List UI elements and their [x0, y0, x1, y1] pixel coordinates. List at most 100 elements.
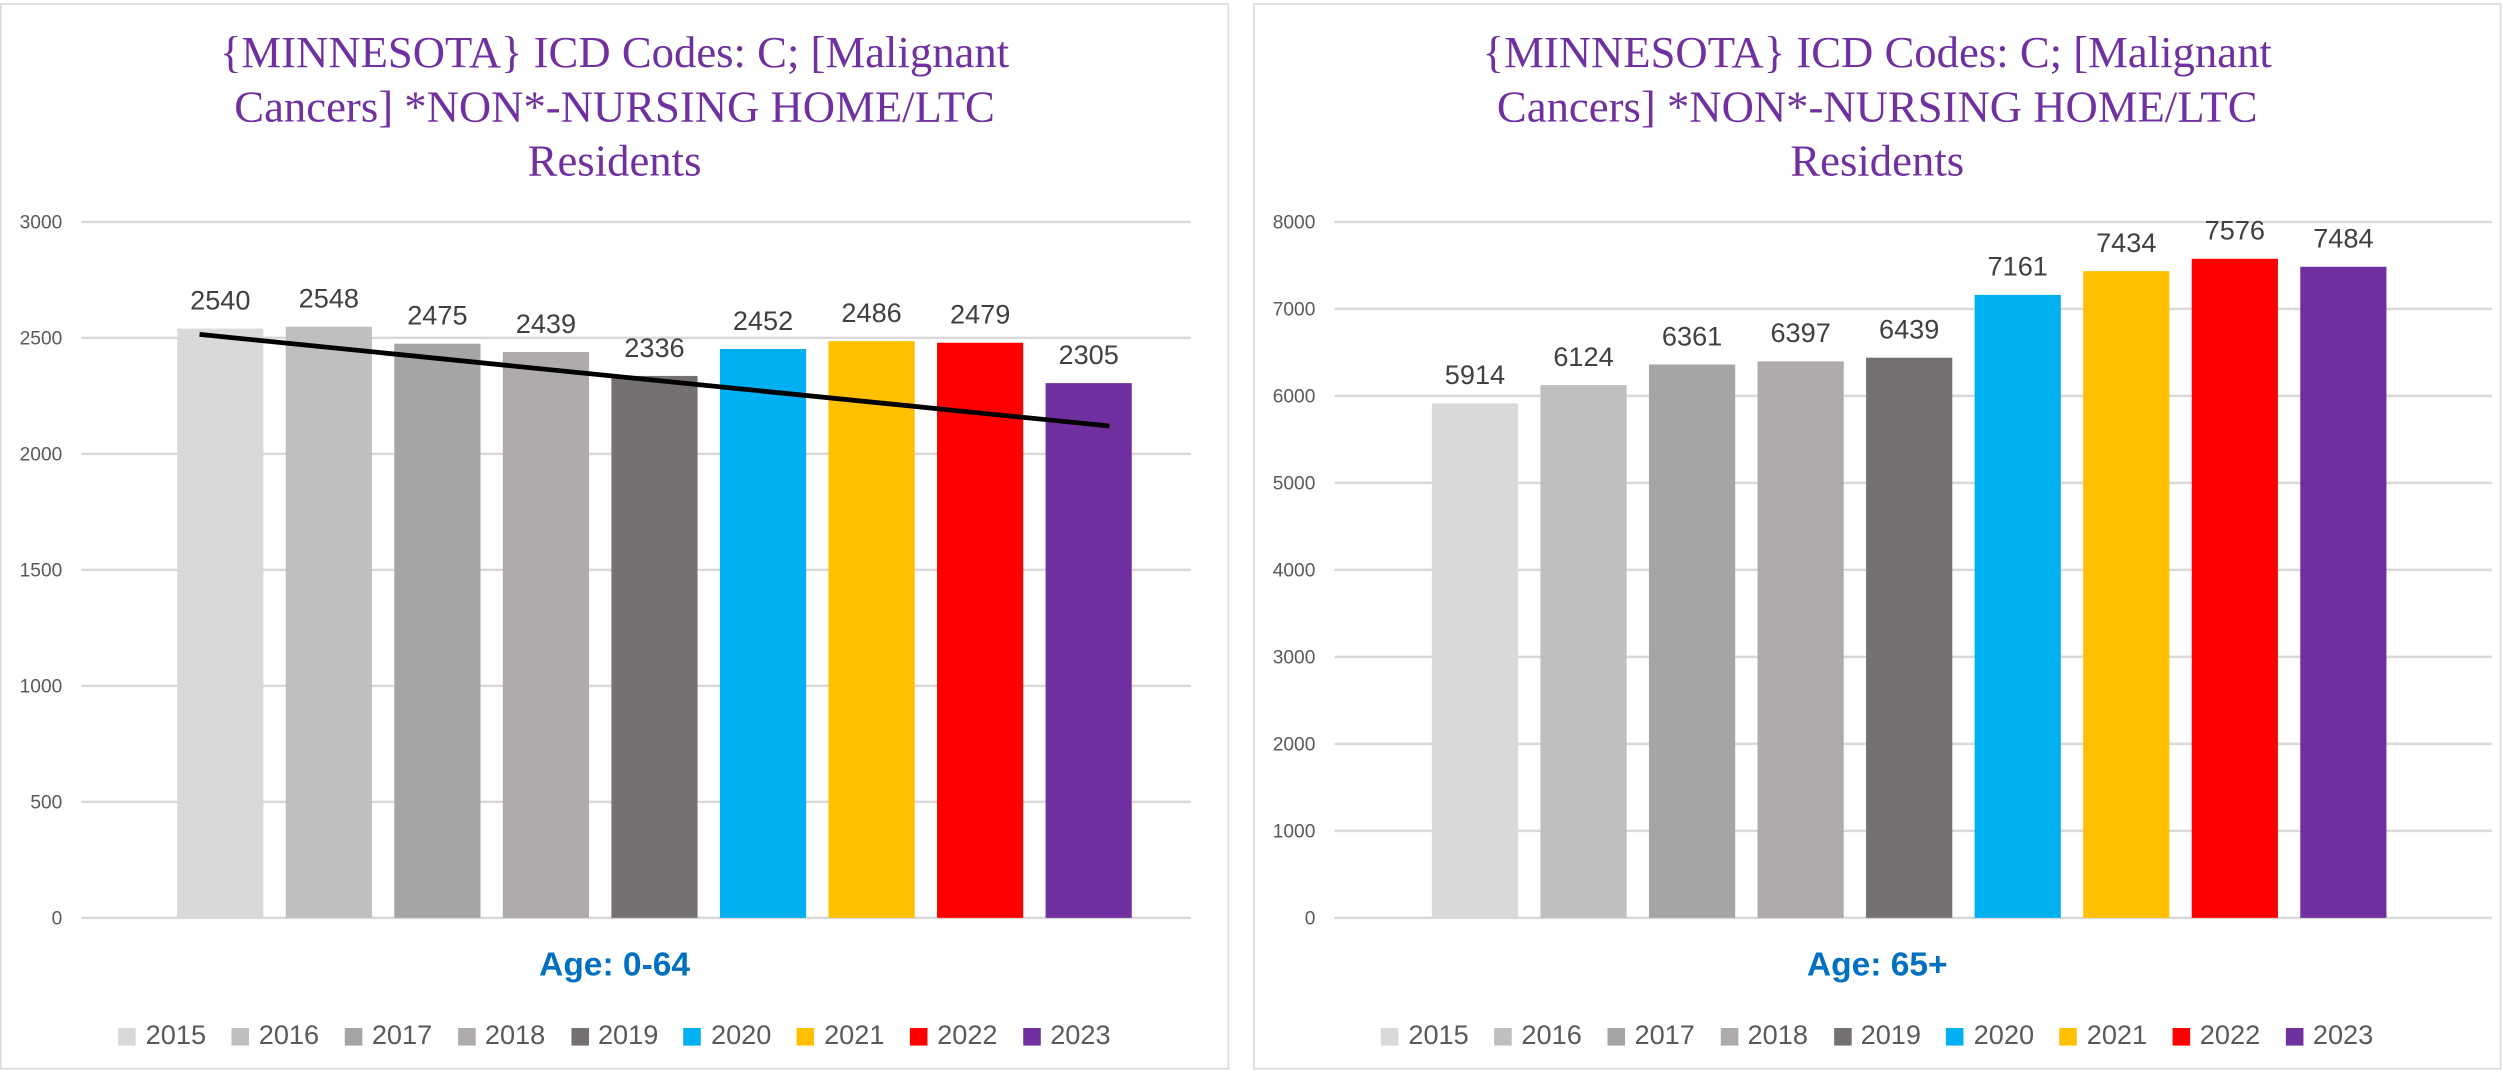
- y-tick-label: 2000: [1273, 734, 1316, 755]
- bar-2023: [2300, 266, 2387, 918]
- data-label: 6397: [1770, 317, 1830, 348]
- data-label: 7484: [2313, 223, 2373, 254]
- legend-swatch: [1381, 1027, 1399, 1045]
- plot-area: 0 500 1000 1500 2000 2500 3000 2540 2548 2475 2439…: [20, 212, 1191, 929]
- bar-2023: [1045, 383, 1132, 918]
- y-tick-label: 3000: [20, 212, 63, 233]
- legend-swatch: [2172, 1027, 2191, 1045]
- data-label: 2305: [1059, 339, 1119, 370]
- bar-2019: [1866, 357, 1953, 918]
- legend-item-2016: 2016: [1494, 1020, 1582, 1052]
- data-label: 2439: [516, 308, 576, 339]
- legend-label: 2020: [1973, 1020, 2035, 1051]
- legend-label: 2021: [824, 1020, 885, 1051]
- bar-2021: [2083, 271, 2170, 918]
- trendline: [199, 332, 1110, 429]
- chart-age-65-plus: {MINNESOTA} ICD Codes: C; [Malignant Can…: [1253, 3, 2502, 1070]
- legend-swatch: [231, 1027, 250, 1045]
- legend-swatch: [118, 1027, 137, 1045]
- legend-swatch: [1494, 1027, 1512, 1045]
- legend-label: 2015: [1408, 1020, 1469, 1051]
- bar-2017: [394, 343, 481, 918]
- data-label: 2486: [841, 297, 901, 328]
- bar-2021: [828, 341, 915, 918]
- bar-2022: [937, 342, 1024, 918]
- legend-label: 2019: [1860, 1020, 1921, 1051]
- data-label: 2540: [190, 284, 250, 315]
- legend-item-2022: 2022: [909, 1020, 998, 1052]
- y-tick-label: 5000: [1273, 473, 1316, 494]
- legend-label: 2023: [1050, 1020, 1111, 1051]
- y-tick-label: 0: [1305, 908, 1316, 929]
- legend-swatch: [570, 1027, 589, 1045]
- bar-2018: [502, 352, 590, 918]
- title-line: Residents: [527, 137, 702, 187]
- legend-swatch: [1833, 1027, 1852, 1045]
- legend-swatch: [796, 1027, 815, 1045]
- legend-item-2020: 2020: [683, 1020, 772, 1052]
- title-line: {MINNESOTA} ICD Codes: C; [Malignant: [1482, 28, 2272, 79]
- chart-age-0-64: {MINNESOTA} ICD Codes: C; [Malignant Can…: [0, 3, 1230, 1070]
- y-tick-label: 1000: [20, 676, 63, 697]
- legend: 2015 2016 2017 2018 2019 2020 2021 2022 2023: [2, 1020, 1228, 1052]
- data-label: 2475: [407, 300, 467, 331]
- legend-label: 2022: [937, 1020, 998, 1051]
- title-line: Cancers] *NON*-NURSING HOME/LTC: [1496, 83, 2258, 133]
- legend-label: 2020: [711, 1020, 772, 1051]
- legend-swatch: [1720, 1027, 1738, 1045]
- legend-label: 2017: [1634, 1020, 1695, 1051]
- legend-item-2015: 2015: [1381, 1020, 1469, 1052]
- legend-item-2023: 2023: [2285, 1020, 2373, 1052]
- legend-label: 2015: [145, 1020, 207, 1051]
- data-label: 6439: [1879, 314, 1939, 345]
- legend-item-2021: 2021: [2059, 1020, 2148, 1052]
- legend-item-2019: 2019: [570, 1020, 659, 1052]
- legend-swatch: [2059, 1027, 2078, 1045]
- data-label: 7161: [1988, 251, 2048, 282]
- legend-label: 2016: [258, 1020, 320, 1051]
- legend-label: 2019: [597, 1020, 659, 1051]
- plot-area: 0 1000 2000 3000 4000 5000 6000 7000 8000 5914 612…: [1273, 212, 2492, 929]
- y-tick-label: 8000: [1273, 212, 1316, 233]
- y-tick-label: 2500: [20, 328, 63, 349]
- y-tick-label: 2000: [20, 444, 63, 465]
- bar-2019: [611, 375, 698, 918]
- legend-item-2021: 2021: [796, 1020, 885, 1052]
- legend-item-2017: 2017: [1607, 1020, 1695, 1052]
- legend-item-2023: 2023: [1023, 1020, 1111, 1052]
- data-label: 2336: [624, 332, 684, 363]
- title-line: Residents: [1790, 137, 1965, 187]
- chart-title: {MINNESOTA} ICD Codes: C; [Malignant Can…: [2, 27, 1228, 190]
- data-label: 6361: [1662, 320, 1722, 351]
- title-line: {MINNESOTA} ICD Codes: C; [Malignant: [219, 28, 1010, 79]
- y-tick-label: 7000: [1273, 299, 1316, 320]
- legend-swatch: [1946, 1027, 1965, 1045]
- bar-2018: [1757, 361, 1844, 918]
- y-tick-label: 4000: [1273, 560, 1316, 581]
- bar-2020: [719, 349, 807, 918]
- title-line: Cancers] *NON*-NURSING HOME/LTC: [234, 83, 995, 133]
- y-tick-label: 0: [52, 908, 63, 929]
- legend-swatch: [457, 1027, 476, 1045]
- y-tick-label: 6000: [1273, 386, 1316, 407]
- data-label: 2548: [299, 283, 359, 314]
- legend-item-2020: 2020: [1946, 1020, 2035, 1052]
- x-axis-label: Age: 0-64: [539, 946, 691, 984]
- data-label: 5914: [1445, 359, 1505, 390]
- legend-swatch: [909, 1027, 928, 1045]
- legend-label: 2021: [2086, 1020, 2148, 1051]
- legend-item-2018: 2018: [1720, 1020, 1808, 1052]
- bar-2015: [1431, 403, 1519, 918]
- y-tick-label: 3000: [1273, 647, 1316, 668]
- legend-swatch: [2285, 1027, 2304, 1045]
- legend-item-2019: 2019: [1833, 1020, 1921, 1052]
- data-label: 7434: [2096, 227, 2156, 258]
- bar-2020: [1974, 294, 2061, 918]
- y-tick-label: 500: [30, 792, 62, 813]
- legend-item-2017: 2017: [344, 1020, 432, 1052]
- y-tick-label: 1000: [1273, 821, 1316, 842]
- legend-item-2022: 2022: [2172, 1020, 2260, 1052]
- legend-item-2015: 2015: [118, 1020, 207, 1052]
- legend-label: 2018: [1747, 1020, 1808, 1051]
